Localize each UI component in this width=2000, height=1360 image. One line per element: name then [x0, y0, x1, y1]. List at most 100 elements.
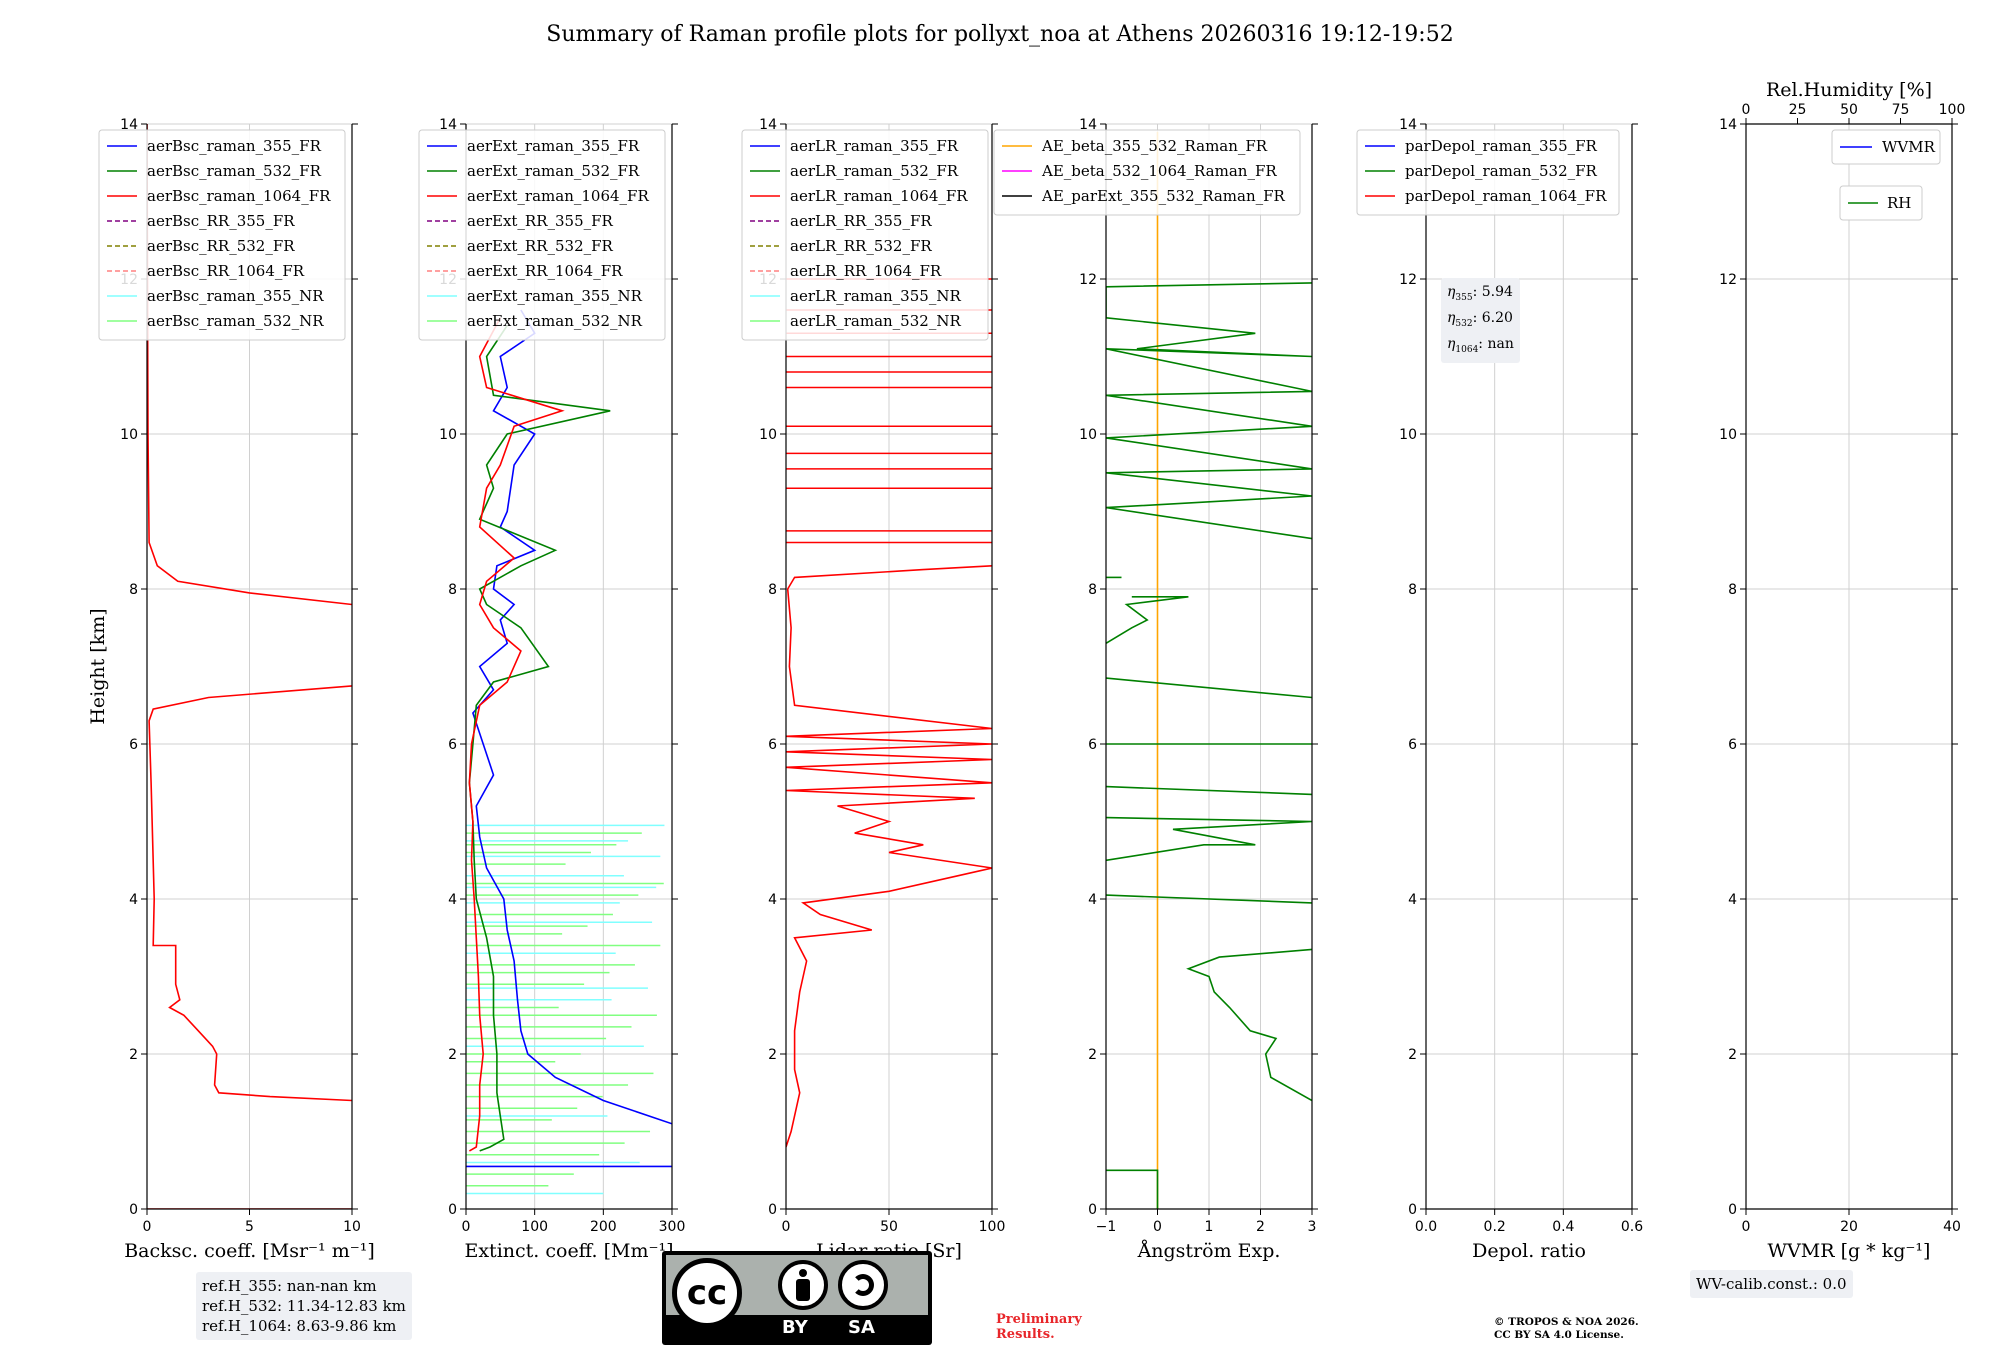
series-aerBsc_raman_1064_FR	[147, 124, 352, 606]
license-badge[interactable]: cc BY SA	[662, 1251, 932, 1345]
x-tick-label: 200	[590, 1219, 617, 1235]
x-tick-label: 5	[245, 1219, 254, 1235]
x-axis-label: WVMR [g * kg⁻¹]	[1768, 1240, 1931, 1262]
panel-wvmr: 0 20 40 0 2 4 6 8 10 12 14 WVMR [g * kg⁻¹] 0 25 50 75 10…	[1719, 79, 1965, 1262]
y-tick-label: 0	[1088, 1202, 1097, 1218]
x-tick-label: 0.4	[1552, 1219, 1574, 1235]
legend-frame	[741, 129, 989, 341]
x-tick-label: 100	[979, 1219, 1006, 1235]
x-axis-label: Extinct. coeff. [Mm⁻¹]	[464, 1240, 673, 1262]
x-tick-label: 3	[1308, 1219, 1317, 1235]
y-tick-label: 10	[120, 427, 138, 443]
y-tick-label: 12	[1719, 272, 1737, 288]
series-AE_parExt_355_532_Raman_FR	[1106, 816, 1312, 862]
x-tick-label: 0	[1153, 1219, 1162, 1235]
legend-label: aerBsc_raman_355_FR	[147, 137, 322, 155]
legend-label: aerExt_raman_1064_FR	[467, 187, 649, 205]
legend-label: aerBsc_RR_355_FR	[147, 212, 295, 230]
cc-logo-icon: cc	[672, 1258, 742, 1328]
series-AE_parExt_355_532_Raman_FR	[1106, 894, 1312, 904]
angstrom-1064: η1064: nan	[1447, 335, 1514, 355]
y-tick-label: 14	[439, 117, 457, 133]
angstrom-355: η355: 5.94	[1447, 284, 1513, 303]
by-person-icon	[778, 1260, 828, 1310]
legend-label: aerLR_raman_532_FR	[790, 162, 959, 180]
y-tick-label: 2	[448, 1047, 457, 1063]
series-aerLR_raman_1064_FR	[786, 565, 992, 1148]
legend: aerExt_raman_355_FR aerExt_raman_532_FRae…	[418, 129, 666, 341]
legend: AE_beta_355_532_Raman_FR AE_beta_532_1064…	[993, 129, 1301, 216]
series-AE_parExt_355_532_Raman_FR	[1106, 677, 1312, 699]
y-tick-label: 0	[448, 1202, 457, 1218]
y-tick-label: 2	[1728, 1047, 1737, 1063]
legend-frame	[1831, 129, 1941, 165]
y-tick-label: 8	[1728, 582, 1737, 598]
x-tick-label: 0	[782, 1219, 791, 1235]
y-tick-label: 8	[1088, 582, 1097, 598]
angstrom-box: η355: 5.94 η532: 6.20 η1064: nan	[1441, 278, 1520, 364]
sa-share-icon	[838, 1260, 888, 1310]
legend-label: aerBsc_raman_1064_FR	[147, 187, 331, 205]
license-by-label: BY	[782, 1317, 808, 1338]
ref-height-532: ref.H_532: 11.34-12.83 km	[202, 1297, 406, 1315]
legend-label: aerLR_raman_355_NR	[790, 287, 961, 305]
y-tick-label: 6	[1728, 737, 1737, 753]
legend: aerLR_raman_355_FR aerLR_raman_532_FR aerL…	[741, 129, 989, 341]
y-tick-label: 8	[1408, 582, 1417, 598]
legend-label: aerExt_RR_532_FR	[467, 237, 614, 255]
panel-backscatter: 051002468101214Backsc. coeff. [Msr⁻¹ m⁻¹…	[87, 117, 375, 1262]
y-tick-label: 0	[768, 1202, 777, 1218]
legend-label: aerBsc_RR_1064_FR	[147, 262, 305, 280]
legend-label: aerLR_raman_532_NR	[790, 312, 961, 330]
y-tick-label: 2	[1408, 1047, 1417, 1063]
y-tick-label: 14	[1719, 117, 1737, 133]
legend-frame	[1839, 185, 1923, 221]
x-axis-label: Depol. ratio	[1472, 1240, 1586, 1262]
legend-label: aerExt_RR_1064_FR	[467, 262, 623, 280]
y-tick-label: 4	[1408, 892, 1417, 908]
preliminary-notice: Preliminary Results.	[996, 1312, 1082, 1342]
legend-label: parDepol_raman_355_FR	[1405, 137, 1598, 155]
y-tick-label: 6	[448, 737, 457, 753]
y-tick-label: 10	[759, 427, 777, 443]
x-tick-label: 20	[1840, 1219, 1858, 1235]
legend-label: AE_parExt_355_532_Raman_FR	[1041, 187, 1286, 205]
legend-label: aerExt_raman_532_NR	[467, 312, 643, 330]
legend-label: AE_beta_532_1064_Raman_FR	[1041, 162, 1277, 180]
x-tick-label: 300	[659, 1219, 686, 1235]
x-tick-label: 100	[521, 1219, 548, 1235]
legend-label: parDepol_raman_1064_FR	[1405, 187, 1607, 205]
x-tick-label: 0	[1742, 1219, 1751, 1235]
series-AE_parExt_355_532_Raman_FR	[1106, 785, 1312, 796]
panel-lidar_ratio: 05010002468101214Lidar ratio [Sr]aerLR_r…	[741, 117, 1006, 1262]
ref-height-355: ref.H_355: nan-nan km	[202, 1277, 377, 1295]
x-tick-label: 0.6	[1621, 1219, 1643, 1235]
y-tick-label: 12	[1399, 272, 1417, 288]
y-tick-label: 4	[1728, 892, 1737, 908]
figure-title: Summary of Raman profile plots for polly…	[546, 22, 1454, 47]
y-tick-label: 4	[1088, 892, 1097, 908]
top-axis-label: Rel.Humidity [%]	[1766, 79, 1932, 101]
legend: WVMR	[1831, 129, 1941, 165]
y-tick-label: 14	[759, 117, 777, 133]
legend-label: aerLR_raman_1064_FR	[790, 187, 968, 205]
x-axis-label: Ångström Exp.	[1137, 1240, 1281, 1262]
top-x-tick-label: 100	[1939, 102, 1966, 118]
legend-label: aerBsc_RR_532_FR	[147, 237, 295, 255]
legend-label: aerExt_raman_355_NR	[467, 287, 643, 305]
y-tick-label: 8	[129, 582, 138, 598]
top-x-tick-label: 75	[1892, 102, 1910, 118]
copyright-line-2: CC BY SA 4.0 License.	[1494, 1329, 1624, 1341]
y-tick-label: 0	[1408, 1202, 1417, 1218]
legend-label: aerLR_raman_355_FR	[790, 137, 959, 155]
legend-label: aerBsc_raman_532_NR	[147, 312, 324, 330]
top-x-tick-label: 0	[1742, 102, 1751, 118]
y-tick-label: 10	[1719, 427, 1737, 443]
y-tick-label: 6	[768, 737, 777, 753]
y-tick-label: 6	[1088, 737, 1097, 753]
legend-label: aerLR_RR_532_FR	[790, 237, 932, 255]
legend-frame	[1356, 129, 1620, 216]
series-AE_parExt_355_532_Raman_FR	[1106, 282, 1312, 540]
